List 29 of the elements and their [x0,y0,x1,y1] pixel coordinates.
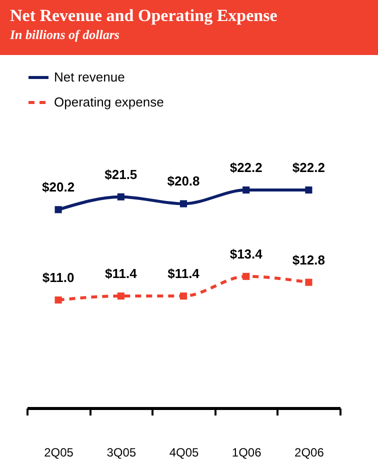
legend-label: Operating expense [54,94,164,110]
point [305,186,312,194]
data-label: $22.2 [230,160,262,175]
chart-title: Net Revenue and Operating Expense [10,6,278,25]
point [54,296,62,304]
x-tick-label: 2Q06 [294,446,324,460]
point [180,200,188,208]
x-tick-label: 3Q05 [106,446,136,460]
data-label: $12.8 [292,252,325,268]
legend-label: Net revenue [54,70,125,84]
data-label: $21.5 [104,166,138,182]
point [242,186,250,194]
data-label: $11.4 [168,266,200,282]
x-tick-label: 2Q05 [44,446,74,460]
point [242,272,250,280]
data-label: $20.2 [42,180,75,195]
data-label: $22.2 [292,160,325,175]
x-tick-label: 4Q05 [169,446,199,460]
point [180,292,188,300]
point [117,193,124,200]
point [117,292,124,300]
x-tick-label: 1Q06 [232,446,262,460]
data-label: $11.4 [104,266,138,282]
chart-subtitle: In billions of dollars [9,27,120,42]
point [305,278,312,286]
point [54,206,62,214]
data-label: $13.4 [230,246,264,262]
data-label: $20.8 [167,174,200,189]
data-label: $11.0 [42,270,74,285]
